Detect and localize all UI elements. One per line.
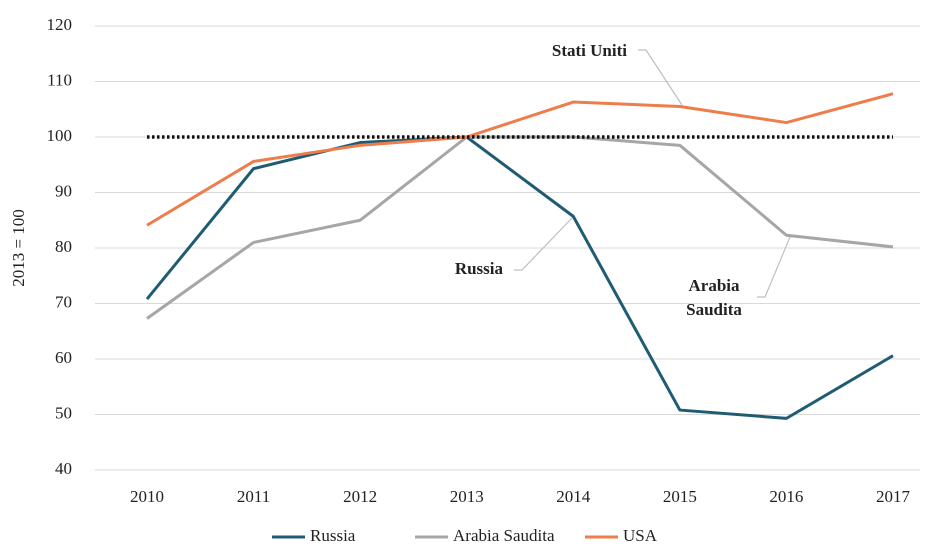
legend-label: Arabia Saudita bbox=[453, 526, 555, 545]
annotation: Russia bbox=[455, 259, 504, 278]
y-tick-label: 90 bbox=[55, 181, 72, 200]
series-line bbox=[146, 135, 894, 320]
series-line bbox=[145, 135, 894, 420]
annotation-leader bbox=[757, 236, 791, 298]
x-tick-label: 2017 bbox=[876, 487, 911, 506]
x-tick-label: 2013 bbox=[450, 487, 484, 506]
annotation-leader bbox=[514, 217, 573, 271]
x-tick-label: 2016 bbox=[769, 487, 803, 506]
y-tick-label: 70 bbox=[55, 292, 72, 311]
y-tick-label: 100 bbox=[47, 126, 73, 145]
y-tick-label: 110 bbox=[47, 70, 72, 89]
y-tick-label: 120 bbox=[47, 15, 73, 34]
x-tick-label: 2014 bbox=[556, 487, 591, 506]
annotation: Saudita bbox=[686, 300, 742, 319]
annotation: Stati Uniti bbox=[552, 41, 627, 60]
x-tick-label: 2015 bbox=[663, 487, 697, 506]
y-tick-label: 40 bbox=[55, 459, 72, 478]
y-tick-label: 80 bbox=[55, 237, 72, 256]
y-axis-label: 2013 = 100 bbox=[9, 209, 28, 287]
annotation-leader bbox=[638, 49, 683, 106]
legend-label: USA bbox=[623, 526, 658, 545]
legend-label: Russia bbox=[310, 526, 356, 545]
x-tick-label: 2012 bbox=[343, 487, 377, 506]
y-tick-label: 50 bbox=[55, 403, 72, 422]
series-line bbox=[146, 92, 894, 227]
x-tick-label: 2010 bbox=[130, 487, 164, 506]
annotation: Arabia bbox=[689, 276, 741, 295]
x-tick-label: 2011 bbox=[237, 487, 270, 506]
y-tick-label: 60 bbox=[55, 348, 72, 367]
